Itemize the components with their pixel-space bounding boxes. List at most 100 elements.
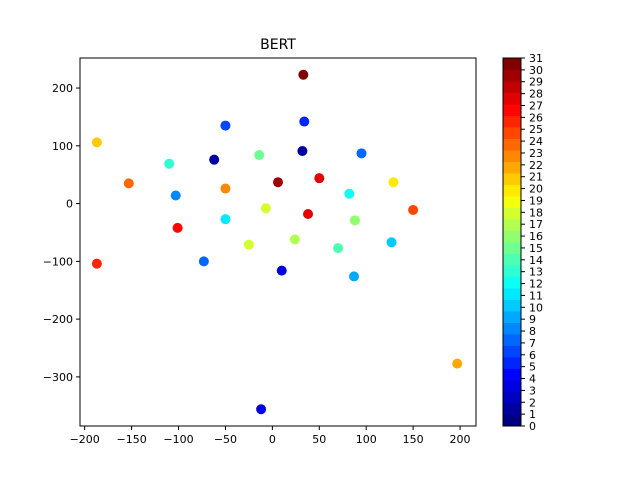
colorbar-segment: [503, 391, 521, 404]
data-point: [388, 177, 399, 188]
colorbar-tick-label: 15: [529, 242, 543, 255]
colorbar-tick-label: 20: [529, 183, 543, 196]
colorbar-tick-label: 31: [529, 52, 543, 65]
colorbar-tick-label: 21: [529, 171, 543, 184]
colorbar-tick-label: 6: [529, 349, 536, 362]
colorbar-tick-label: 9: [529, 313, 536, 326]
data-point: [91, 137, 102, 148]
y-tick-label: 100: [52, 140, 73, 153]
colorbar-segment: [503, 161, 521, 174]
colorbar-segment: [503, 207, 521, 220]
data-point: [299, 116, 310, 127]
colorbar-tick-label: 4: [529, 373, 536, 386]
colorbar-tick-label: 27: [529, 99, 543, 112]
colorbar-segment: [503, 138, 521, 151]
data-point: [276, 265, 287, 276]
colorbar-tick-label: 29: [529, 76, 543, 89]
x-tick-label: 200: [450, 433, 471, 446]
data-point: [452, 358, 463, 369]
data-point: [123, 178, 134, 189]
colorbar-segment: [503, 357, 521, 369]
data-point: [220, 183, 231, 194]
data-point: [91, 258, 102, 269]
colorbar-segment: [503, 288, 521, 300]
data-point: [303, 208, 314, 219]
colorbar-tick-label: 7: [529, 337, 536, 350]
colorbar-tick-label: 17: [529, 218, 543, 231]
colorbar-segment: [503, 196, 521, 208]
data-point: [220, 214, 231, 225]
colorbar-segment: [503, 81, 521, 93]
data-point: [314, 173, 325, 184]
colorbar-segment: [503, 334, 521, 346]
colorbar-tick-label: 0: [529, 420, 536, 433]
colorbar-segment: [503, 92, 521, 105]
colorbar-segment: [503, 173, 521, 185]
x-tick-label: 150: [403, 433, 424, 446]
y-tick-label: 200: [52, 82, 73, 95]
chart-title: BERT: [260, 37, 296, 53]
colorbar-segment: [503, 184, 521, 197]
plot-frame: [79, 57, 477, 427]
colorbar-segment: [503, 115, 521, 128]
data-point: [344, 188, 355, 199]
x-tick-label: 0: [269, 433, 276, 446]
colorbar-tick-label: 5: [529, 361, 536, 374]
data-point: [260, 203, 271, 214]
colorbar-segment: [503, 311, 521, 323]
colorbar-tick-label: 26: [529, 111, 543, 124]
x-tick-label: 100: [356, 433, 377, 446]
colorbar-segment: [503, 127, 521, 139]
colorbar-tick-label: 12: [529, 278, 543, 291]
colorbar-segment: [503, 69, 521, 82]
data-point: [198, 256, 209, 267]
colorbar: 0123456789101112131415161718192021222324…: [502, 52, 543, 433]
colorbar-tick-label: 2: [529, 396, 536, 409]
plot-area: −200 −150 −100 −50 0 50 100 150 200 −300 −200 −100 0…: [43, 57, 477, 446]
colorbar-segment: [503, 414, 521, 427]
colorbar-segment: [503, 104, 521, 116]
colorbar-segment: [503, 150, 521, 162]
data-point: [164, 158, 175, 169]
colorbar-tick-label: 24: [529, 135, 543, 148]
colorbar-tick-label: 1: [529, 408, 536, 421]
colorbar-tick-label: 8: [529, 325, 536, 338]
data-point: [289, 234, 300, 245]
colorbar-frame: [502, 57, 522, 427]
x-tick-label: −150: [117, 433, 147, 446]
data-point: [172, 222, 183, 233]
data-point: [273, 177, 283, 188]
colorbar-segment: [503, 253, 521, 266]
x-tick-label: −200: [70, 433, 100, 446]
data-point: [349, 215, 360, 226]
data-point: [297, 146, 308, 157]
data-point: [243, 239, 254, 250]
x-tick-label: 50: [312, 433, 326, 446]
colorbar-tick-label: 22: [529, 159, 543, 172]
data-point: [349, 271, 360, 282]
colorbar-segment: [503, 380, 521, 392]
colorbar-tick-label: 16: [529, 230, 543, 243]
data-point: [256, 404, 267, 415]
colorbar-tick-label: 30: [529, 64, 543, 77]
data-point: [386, 237, 397, 248]
colorbar-segment: [503, 242, 521, 254]
colorbar-tick-label: 3: [529, 384, 536, 397]
data-point: [298, 69, 309, 80]
data-point: [254, 150, 265, 161]
colorbar-segment: [503, 276, 521, 289]
colorbar-segment: [503, 230, 521, 243]
colorbar-tick-label: 25: [529, 123, 543, 136]
data-point: [209, 154, 220, 165]
colorbar-segment: [503, 58, 521, 70]
x-tick-label: −100: [163, 433, 193, 446]
colorbar-segment: [503, 345, 521, 358]
data-point: [220, 120, 231, 131]
y-tick-label: −300: [43, 371, 73, 384]
colorbar-segment: [503, 219, 521, 231]
x-tick-label: −50: [214, 433, 237, 446]
y-tick-label: −200: [43, 313, 73, 326]
colorbar-tick-label: 19: [529, 194, 543, 207]
colorbar-tick-label: 13: [529, 266, 543, 279]
